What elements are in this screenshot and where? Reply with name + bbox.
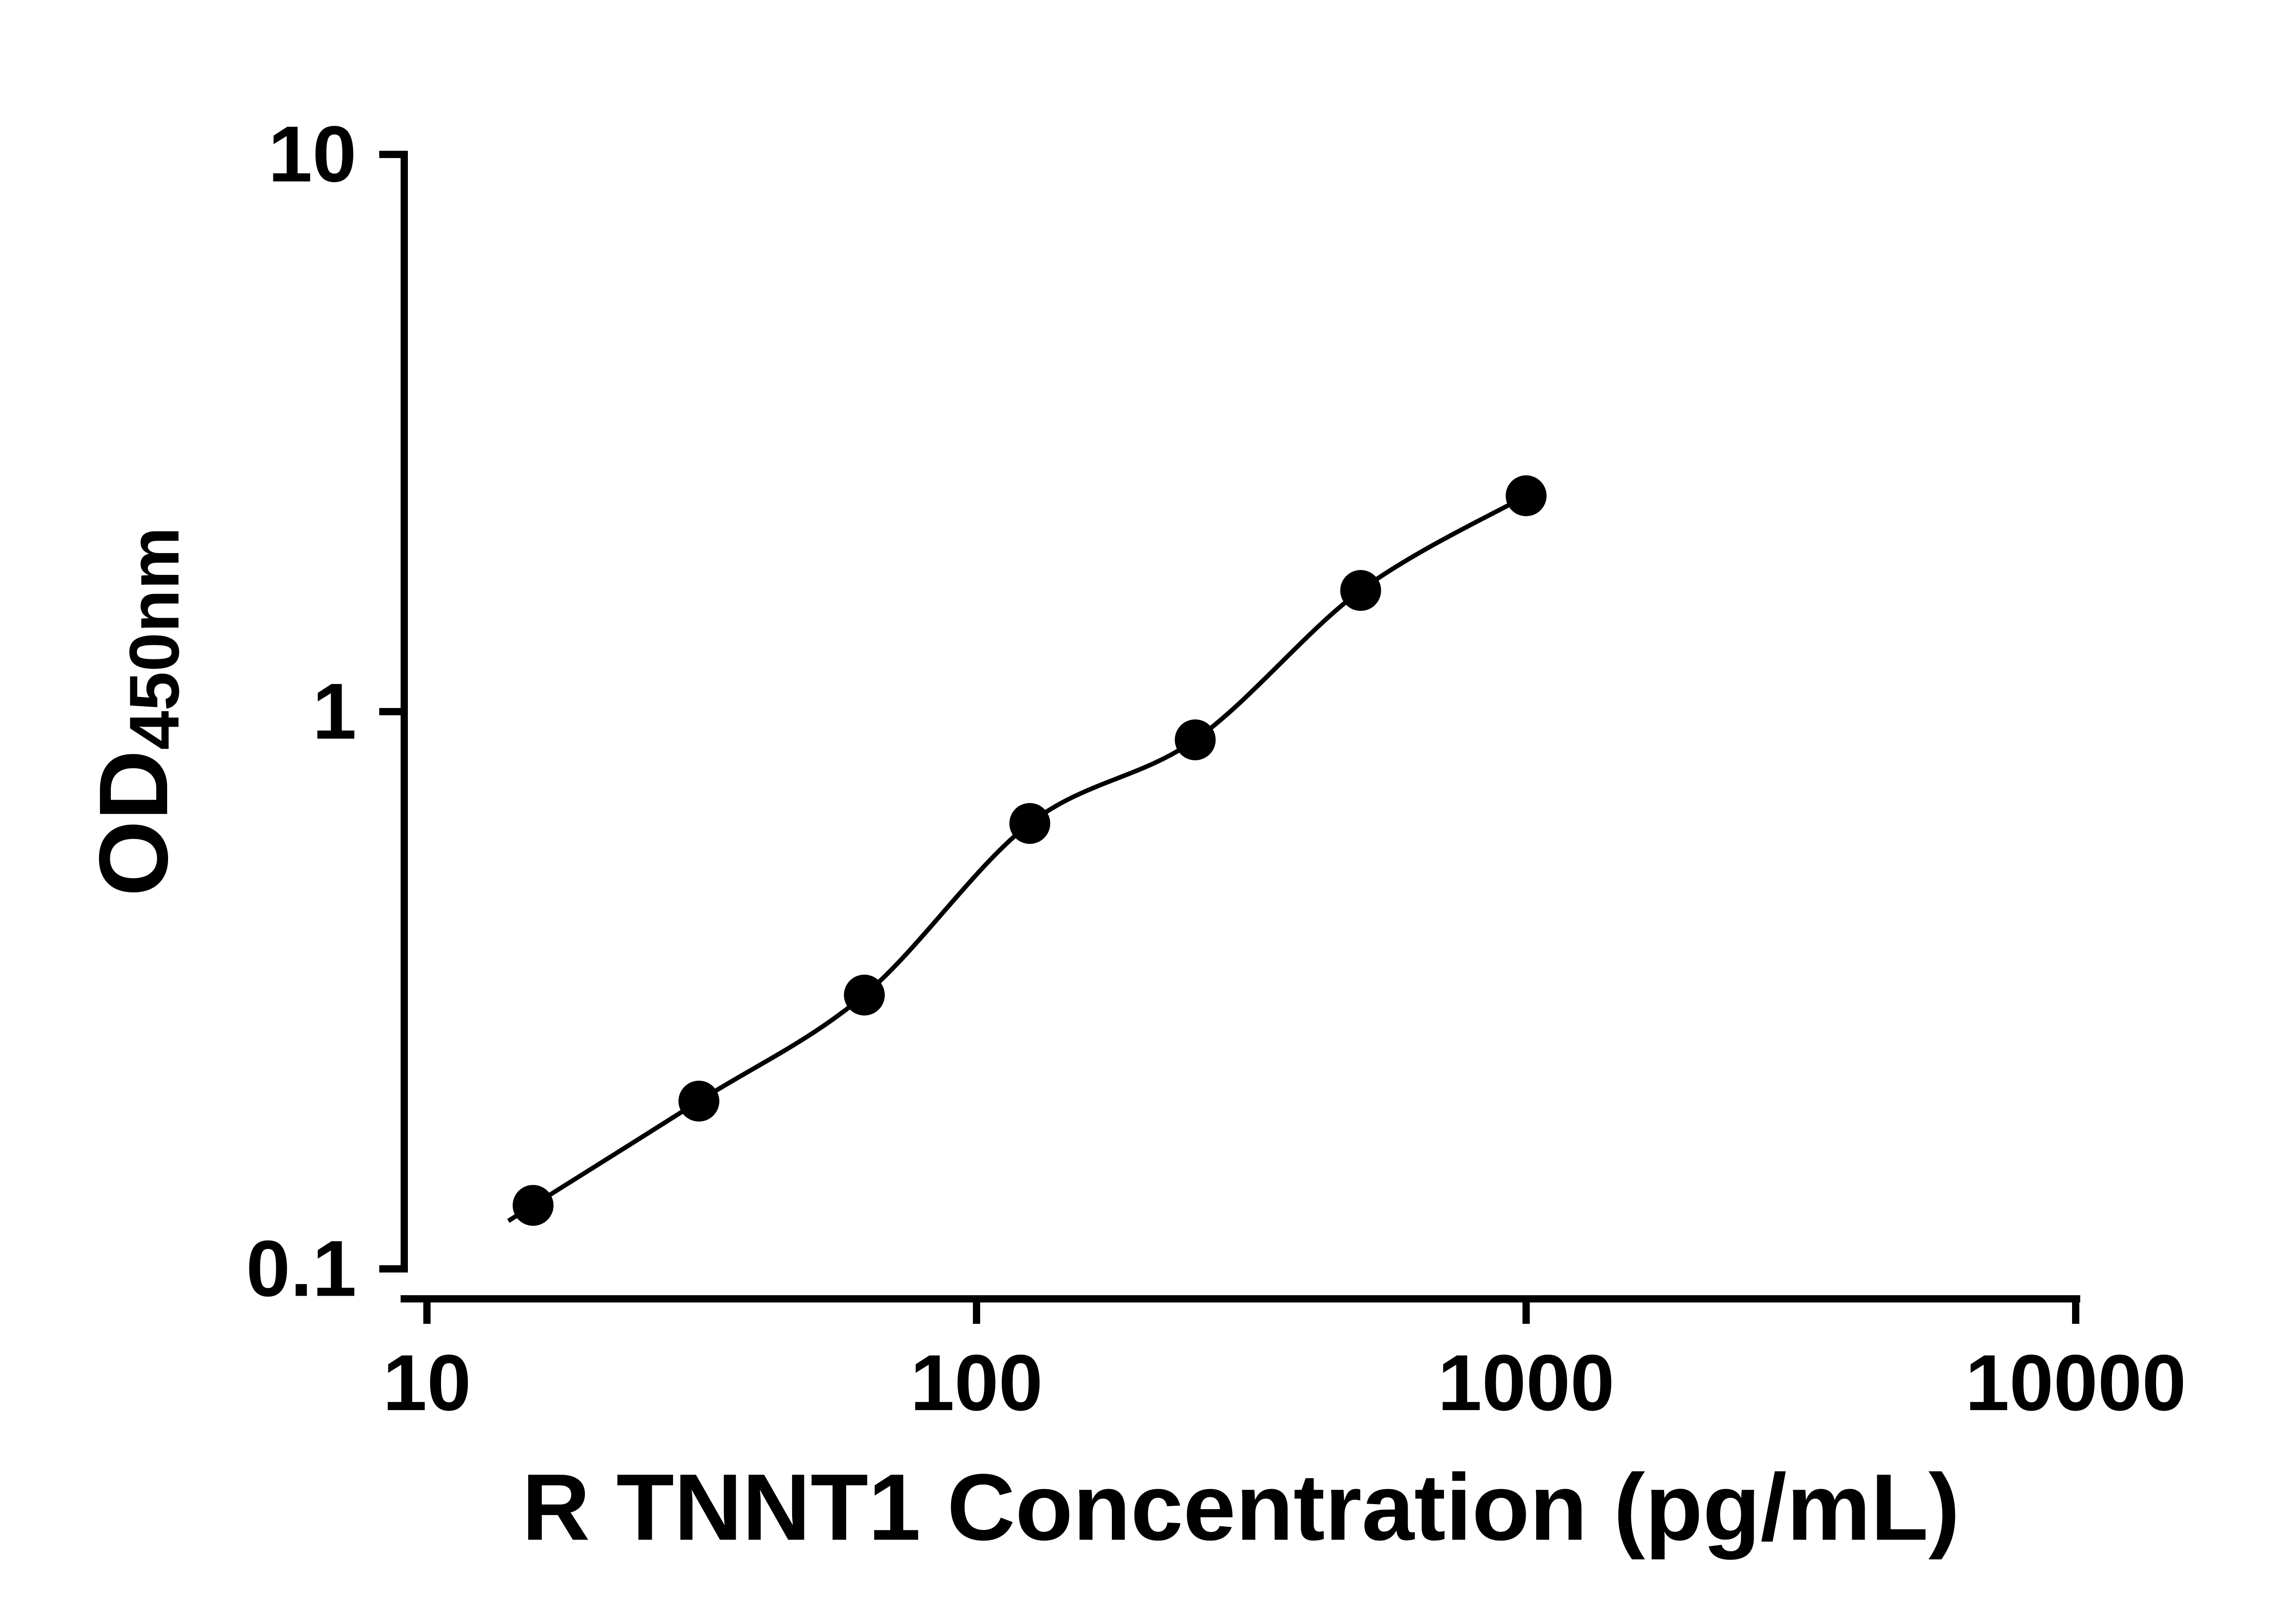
y-tick-label: 0.1 [246, 1225, 357, 1313]
x-tick-label: 10 [383, 1339, 471, 1427]
data-point [512, 1185, 554, 1226]
data-point [1175, 719, 1216, 761]
data-point [1009, 803, 1051, 844]
data-point [844, 975, 885, 1016]
data-point [1340, 570, 1381, 611]
y-axis-title-main: OD [79, 750, 188, 896]
y-axis-title-subscript: 450nm [114, 527, 193, 750]
x-axis-title: R TNNT1 Concentration (pg/mL) [521, 1455, 1960, 1560]
y-axis-title: OD450nm [77, 527, 193, 896]
y-tick-label: 1 [312, 668, 357, 756]
y-tick-label: 10 [268, 110, 357, 199]
data-point [1506, 475, 1547, 516]
x-tick-label: 100 [910, 1339, 1043, 1427]
x-tick-label: 10000 [1965, 1339, 2187, 1427]
data-point [678, 1080, 719, 1122]
x-tick-label: 1000 [1438, 1339, 1614, 1427]
